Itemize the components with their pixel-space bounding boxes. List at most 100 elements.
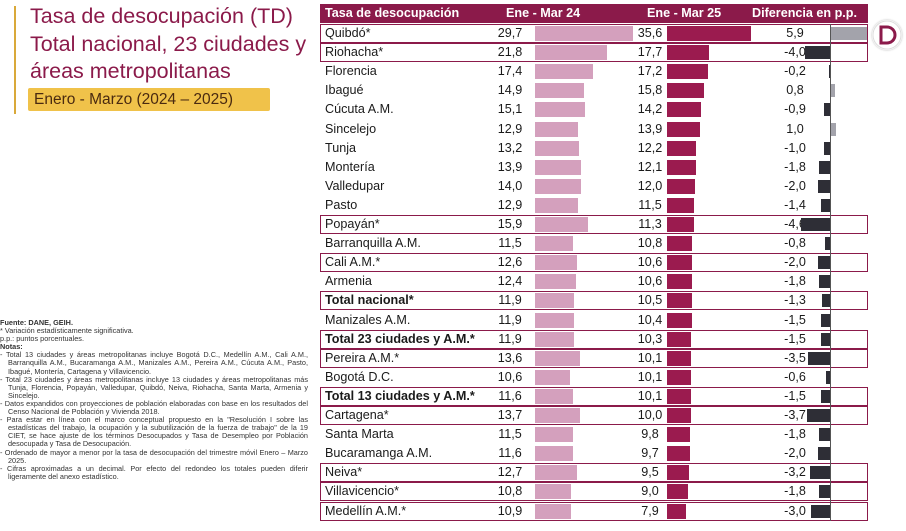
city-label: Popayán*	[325, 217, 380, 231]
bar-2024	[535, 102, 586, 118]
bar-2025	[667, 178, 696, 194]
chart-title-main: Tasa de desocupación	[30, 4, 244, 28]
bar-2025	[667, 255, 692, 271]
table-row: Total 13 ciudades y A.M.* 11,6 10,1 -1,5	[320, 386, 868, 406]
value-2025: 10,6	[637, 255, 663, 270]
bar-difference	[820, 332, 830, 346]
chart-title-abbr: (TD)	[243, 4, 293, 28]
note-item: - Para estar en línea con el marco conce…	[0, 415, 308, 449]
header-2025: Ene - Mar 25	[647, 6, 722, 20]
value-2024: 12,6	[497, 255, 523, 270]
chart-title: Tasa de desocupación (TD)	[30, 4, 293, 29]
city-label: Bucaramanga A.M.	[325, 446, 433, 461]
value-2024: 15,1	[497, 102, 523, 117]
value-diff: 1,0	[786, 121, 804, 136]
value-2025: 9,5	[641, 465, 659, 480]
bar-2025	[667, 217, 694, 232]
value-2025: 10,5	[637, 293, 663, 308]
bar-2024	[535, 217, 588, 232]
bar-difference	[830, 122, 837, 136]
bar-2024	[535, 408, 581, 423]
bar-2024	[535, 350, 581, 366]
bar-2025	[667, 102, 701, 118]
city-label: Tunja	[325, 140, 357, 155]
bar-2025	[667, 26, 751, 41]
table-row: Villavicencio* 10,8 9,0 -1,8	[320, 482, 868, 502]
bar-2025	[667, 312, 692, 328]
value-2025: 10,6	[637, 274, 663, 289]
note-item: - Cifras aproximadas a un decimal. Por e…	[0, 463, 308, 481]
source-note: Fuente: DANE, GEIH.	[0, 318, 312, 327]
table-row: Santa Marta 11,5 9,8 -1,8	[320, 425, 868, 444]
value-diff: -4,6	[784, 217, 806, 231]
bar-2024	[535, 312, 575, 328]
bar-2025	[667, 197, 695, 213]
bar-2025	[667, 45, 709, 61]
bar-2024	[535, 45, 608, 61]
bar-2025	[667, 446, 690, 462]
bar-2024	[535, 121, 578, 137]
table-row: Valledupar 14,0 12,0 -2,0	[320, 177, 868, 196]
bar-2025	[667, 369, 691, 385]
value-2024: 10,9	[497, 503, 523, 518]
value-diff: -2,0	[784, 446, 806, 461]
city-label: Total 13 ciudades y A.M.*	[325, 388, 475, 403]
zero-line	[830, 24, 831, 521]
value-diff: 0,8	[786, 83, 804, 98]
bar-2025	[667, 274, 692, 290]
city-label: Neiva*	[325, 465, 363, 480]
city-label: Barranquilla A.M.	[325, 236, 421, 251]
city-label: Total 23 ciudades y A.M.*	[325, 331, 475, 346]
city-label: Cartagena*	[325, 408, 389, 422]
value-2024: 15,9	[497, 217, 523, 231]
value-diff: -0,6	[784, 369, 806, 384]
accent-line	[14, 6, 16, 114]
bar-difference	[808, 351, 830, 365]
table-row: Bucaramanga A.M. 11,6 9,7 -2,0	[320, 444, 868, 463]
bar-difference	[801, 218, 830, 231]
bar-difference	[825, 237, 830, 251]
value-2024: 12,7	[497, 465, 523, 480]
bar-2024	[535, 331, 575, 347]
value-2024: 11,9	[498, 331, 522, 346]
value-diff: -1,4	[784, 197, 806, 212]
bar-difference	[817, 447, 830, 461]
bar-2024	[535, 197, 578, 213]
bar-2025	[667, 388, 691, 404]
period-badge: Enero - Marzo (2024 – 2025)	[28, 88, 270, 111]
bar-difference	[830, 84, 835, 98]
bar-difference	[818, 275, 830, 289]
value-2024: 12,4	[497, 274, 523, 289]
value-2024: 11,6	[498, 388, 522, 403]
bar-2024	[535, 140, 579, 156]
bar-2025	[667, 140, 696, 156]
value-2024: 14,9	[497, 83, 523, 98]
value-2024: 13,7	[497, 408, 523, 422]
value-diff: -3,5	[784, 350, 806, 365]
bar-2025	[667, 236, 693, 252]
city-label: Florencia	[325, 64, 377, 79]
bar-2025	[667, 427, 691, 443]
value-2024: 29,7	[497, 26, 523, 40]
note-item: - Ordenado de mayor a menor por la tasa …	[0, 447, 308, 465]
title-panel: Tasa de desocupación (TD) Total nacional…	[0, 0, 312, 531]
value-2025: 14,2	[637, 102, 663, 117]
bar-2025	[667, 465, 690, 481]
header-diff: Diferencia en p.p.	[752, 6, 857, 20]
city-label: Pereira A.M.*	[325, 350, 400, 365]
bar-2025	[667, 64, 708, 80]
bar-2025	[667, 293, 692, 309]
table-row: Bogotá D.C. 10,6 10,1 -0,6	[320, 368, 868, 387]
value-diff: -1,5	[784, 388, 806, 403]
bar-2025	[667, 83, 705, 99]
bar-2025	[667, 350, 691, 366]
city-label: Villavicencio*	[325, 484, 399, 499]
city-label: Riohacha*	[325, 45, 384, 60]
bar-difference	[828, 65, 830, 79]
value-2024: 12,9	[497, 197, 523, 212]
table-row: Montería 13,9 12,1 -1,8	[320, 158, 868, 177]
notes-heading: Notas:	[0, 342, 23, 352]
bar-difference	[807, 409, 830, 422]
table-row: Armenia 12,4 10,6 -1,8	[320, 272, 868, 291]
value-2025: 15,8	[637, 83, 663, 98]
